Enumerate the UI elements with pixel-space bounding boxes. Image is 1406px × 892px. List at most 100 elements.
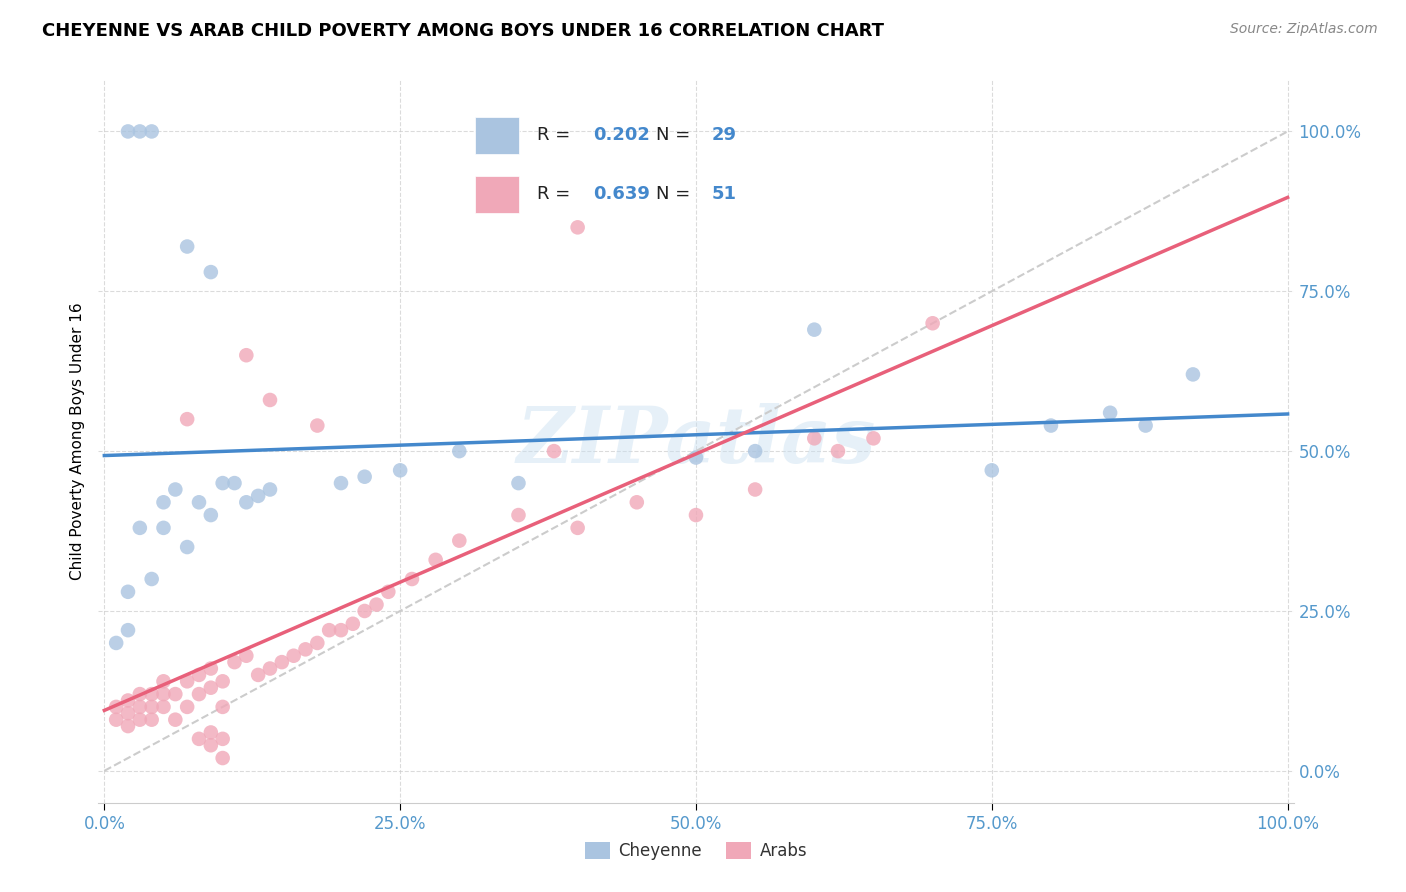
- Point: [152, 521, 174, 535]
- Point: [247, 668, 270, 682]
- Point: [188, 687, 211, 701]
- Point: [200, 508, 222, 522]
- Point: [449, 533, 471, 548]
- Point: [152, 687, 174, 701]
- Point: [247, 489, 270, 503]
- Point: [235, 495, 257, 509]
- Point: [342, 616, 364, 631]
- Point: [200, 265, 222, 279]
- Point: [176, 540, 198, 554]
- Point: [211, 476, 233, 491]
- Point: [567, 220, 589, 235]
- Point: [128, 713, 150, 727]
- Point: [1099, 406, 1122, 420]
- Point: [200, 738, 222, 752]
- Point: [128, 687, 150, 701]
- Point: [449, 444, 471, 458]
- Point: [508, 476, 530, 491]
- Point: [128, 521, 150, 535]
- Point: [235, 648, 257, 663]
- Point: [259, 483, 281, 497]
- Text: Source: ZipAtlas.com: Source: ZipAtlas.com: [1230, 22, 1378, 37]
- Point: [117, 706, 139, 721]
- Point: [211, 731, 233, 746]
- Point: [211, 751, 233, 765]
- Point: [685, 450, 707, 465]
- Point: [744, 444, 766, 458]
- Point: [307, 636, 329, 650]
- Point: [141, 124, 163, 138]
- Point: [211, 699, 233, 714]
- Point: [803, 431, 825, 445]
- Text: ZIPatlas: ZIPatlas: [516, 403, 876, 480]
- Point: [200, 661, 222, 675]
- Point: [188, 731, 211, 746]
- Point: [270, 655, 292, 669]
- Point: [1135, 418, 1157, 433]
- Point: [389, 463, 412, 477]
- Point: [353, 604, 375, 618]
- Point: [188, 495, 211, 509]
- Point: [366, 598, 388, 612]
- Point: [211, 674, 233, 689]
- Y-axis label: Child Poverty Among Boys Under 16: Child Poverty Among Boys Under 16: [69, 302, 84, 581]
- Point: [401, 572, 423, 586]
- Point: [105, 636, 128, 650]
- Point: [318, 623, 340, 637]
- Point: [141, 687, 163, 701]
- Point: [105, 713, 128, 727]
- Point: [224, 655, 246, 669]
- Point: [117, 124, 139, 138]
- Point: [921, 316, 943, 330]
- Point: [152, 674, 174, 689]
- Point: [176, 674, 198, 689]
- Point: [200, 681, 222, 695]
- Point: [128, 699, 150, 714]
- Point: [294, 642, 316, 657]
- Point: [117, 584, 139, 599]
- Point: [128, 124, 150, 138]
- Point: [224, 476, 246, 491]
- Point: [176, 412, 198, 426]
- Point: [259, 392, 281, 407]
- Text: CHEYENNE VS ARAB CHILD POVERTY AMONG BOYS UNDER 16 CORRELATION CHART: CHEYENNE VS ARAB CHILD POVERTY AMONG BOY…: [42, 22, 884, 40]
- Point: [827, 444, 849, 458]
- Point: [152, 699, 174, 714]
- Point: [425, 553, 447, 567]
- Point: [176, 239, 198, 253]
- Point: [330, 476, 353, 491]
- Point: [377, 584, 399, 599]
- Point: [176, 699, 198, 714]
- Point: [152, 495, 174, 509]
- Point: [803, 323, 825, 337]
- Point: [1181, 368, 1204, 382]
- Point: [117, 623, 139, 637]
- Point: [165, 687, 187, 701]
- Point: [165, 483, 187, 497]
- Point: [188, 668, 211, 682]
- Point: [543, 444, 565, 458]
- Point: [626, 495, 648, 509]
- Point: [508, 508, 530, 522]
- Point: [330, 623, 353, 637]
- Point: [259, 661, 281, 675]
- Point: [1039, 418, 1062, 433]
- Point: [567, 521, 589, 535]
- Point: [980, 463, 1002, 477]
- Point: [117, 693, 139, 707]
- Point: [141, 699, 163, 714]
- Point: [307, 418, 329, 433]
- Point: [353, 469, 375, 483]
- Point: [862, 431, 884, 445]
- Point: [105, 699, 128, 714]
- Legend: Cheyenne, Arabs: Cheyenne, Arabs: [578, 835, 814, 867]
- Point: [235, 348, 257, 362]
- Point: [685, 508, 707, 522]
- Point: [141, 713, 163, 727]
- Point: [283, 648, 305, 663]
- Point: [117, 719, 139, 733]
- Point: [141, 572, 163, 586]
- Point: [744, 483, 766, 497]
- Point: [165, 713, 187, 727]
- Point: [200, 725, 222, 739]
